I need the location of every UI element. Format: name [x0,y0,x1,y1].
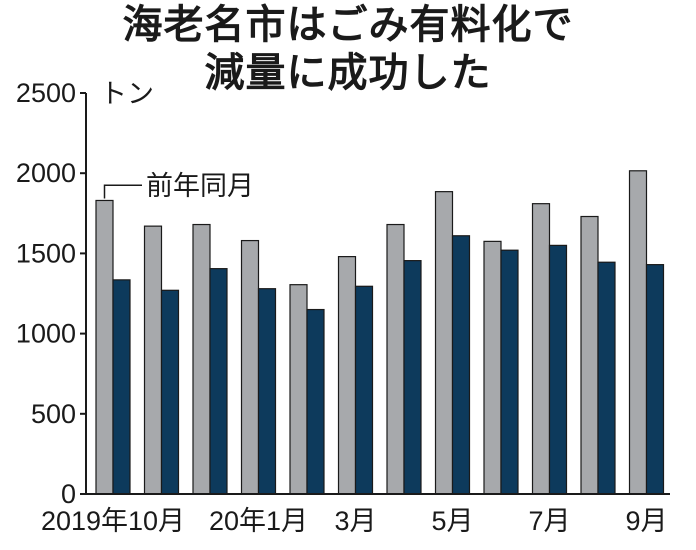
bar-current-year-8 [500,249,519,495]
y-tick-label: 0 [61,479,76,509]
bar-previous-year-2 [192,223,211,495]
bar-current-year-3 [257,288,277,495]
y-unit-label: トン [100,79,154,110]
x-tick-label: 20年1月 [209,506,308,536]
chart-title-line-1: 海老名市はごみ有料化で [122,2,574,48]
x-tick-label: 5月 [431,506,473,536]
legend-label-previous-year: 前年同月 [146,171,254,202]
legend-leader-line [103,184,142,199]
y-tick-label: 1500 [16,238,76,268]
chart-title-line-2: 減量に成功した [204,50,492,96]
bar-previous-year-9 [531,203,551,495]
x-tick-label: 7月 [528,506,570,536]
bar-previous-year-5 [337,256,357,495]
bar-current-year-1 [160,289,180,495]
bar-previous-year-0 [95,199,114,495]
bar-previous-year-11 [628,170,648,495]
y-tick-label: 2500 [16,78,76,108]
bar-previous-year-4 [289,284,308,495]
x-tick-label: 3月 [334,506,376,536]
bar-previous-year-3 [240,239,260,495]
y-tick-label: 1000 [16,319,76,349]
bar-current-year-2 [209,268,228,495]
bar-previous-year-8 [483,240,502,495]
bar-previous-year-1 [143,225,163,495]
x-tick-label: 2019年10月 [41,506,185,536]
bar-current-year-6 [403,260,422,495]
y-tick-label: 2000 [16,158,76,188]
y-tick-label: 500 [31,399,76,429]
bar-current-year-4 [306,308,325,495]
bar-current-year-11 [645,264,665,495]
bar-current-year-9 [548,244,568,495]
bar-current-year-5 [354,285,374,495]
bar-current-year-7 [451,235,471,495]
bar-previous-year-10 [580,215,599,495]
bar-previous-year-7 [434,191,454,495]
bar-current-year-10 [597,261,616,495]
bar-current-year-0 [112,279,131,495]
bar-previous-year-6 [386,223,405,495]
x-tick-label: 9月 [625,506,667,536]
